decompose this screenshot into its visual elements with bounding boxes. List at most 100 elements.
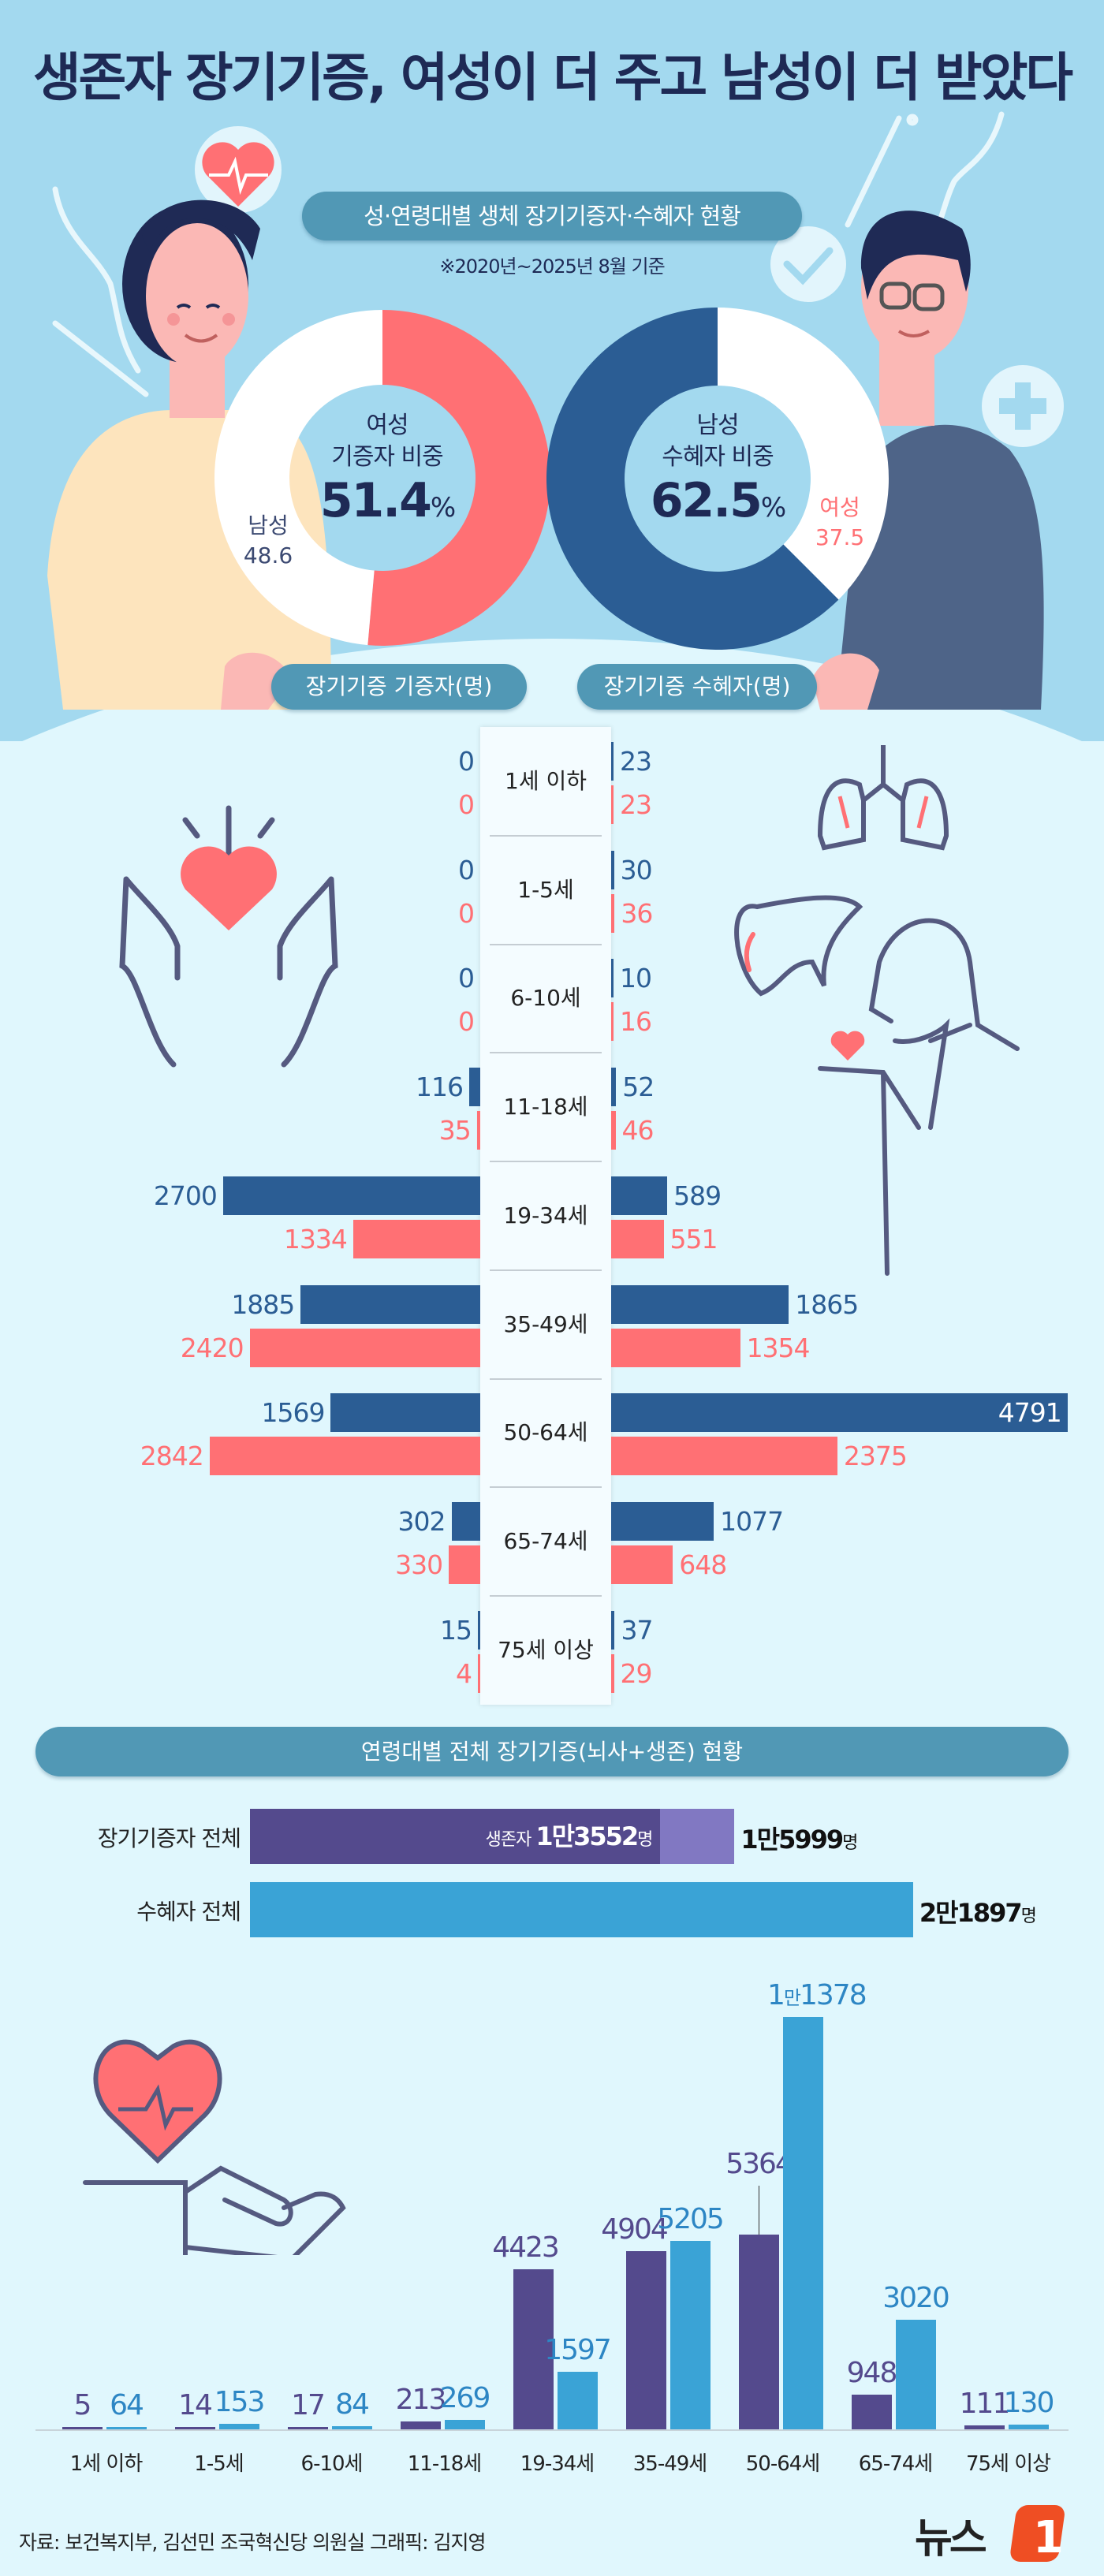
age-column: 1세 이하 1-5세 6-10세 11-18세 19-34세 35-49세 50-64세 65… [480, 727, 611, 1705]
age-axis-label: 6-10세 [300, 2452, 364, 2476]
total-value: 2만1897명 [919, 1893, 1037, 1929]
donor-bar [288, 2427, 328, 2429]
man-illustration [812, 211, 1044, 710]
recipient-male-bar [611, 1610, 615, 1650]
age-axis-label: 65-74세 [858, 2452, 933, 2476]
donut-slice-donor-male [214, 310, 382, 646]
donor-percent: 51.4% [319, 473, 456, 528]
donor-bar [175, 2427, 215, 2429]
donor-value: 213 [395, 2384, 447, 2417]
age-axis-label: 75세 이상 [965, 2452, 1051, 2476]
total-unit: 명 [842, 1833, 858, 1853]
donor-male-value: 15 [440, 1614, 472, 1646]
recipient-male-value: 23 [620, 746, 652, 777]
recipient-male-bar [611, 1176, 668, 1215]
donor-female-value: 4 [456, 1657, 472, 1689]
age-axis-label: 1세 이하 [69, 2452, 144, 2476]
recipient-male-value: 37 [621, 1614, 653, 1646]
recipient-header-pill: 장기기증 수혜자(명) [577, 664, 817, 710]
recipient-female-value: 648 [679, 1549, 727, 1580]
organ-donation-icon [734, 895, 1020, 1276]
lungs-icon [817, 745, 949, 851]
age-label: 6-10세 [490, 944, 602, 1054]
donor-male-bar [451, 1501, 480, 1541]
donor-female-bar [352, 1219, 480, 1258]
recipient-male-value: 30 [620, 854, 653, 885]
recipient-bar [896, 2320, 936, 2429]
recipient-male-value: 52 [622, 1072, 655, 1103]
baseline [35, 2429, 1069, 2431]
recipient-bar [332, 2426, 372, 2429]
page-title: 생존자 장기기증, 여성이 더 주고 남성이 더 받았다 [32, 47, 1073, 108]
age-axis-label: 35-49세 [632, 2452, 707, 2476]
donor-bar [513, 2268, 554, 2429]
recipient-bar [445, 2419, 485, 2429]
pyramid-illustrations [119, 745, 1020, 1276]
donor-bar [401, 2421, 441, 2429]
recipient-male-bar [611, 1393, 1068, 1433]
recipient-male-bar [611, 742, 614, 781]
donut-charts [214, 308, 889, 650]
donor-male-value: 0 [458, 746, 475, 777]
recipient-percent: 62.5% [650, 473, 786, 528]
recipient-male-value: 1865 [795, 1288, 859, 1320]
donor-value: 17 [291, 2389, 326, 2421]
recipient-female-value: 36 [621, 897, 653, 929]
donor-male-value: 2700 [153, 1180, 218, 1211]
donor-female-value: 1334 [283, 1223, 348, 1254]
donut-slice-recipient-male [546, 308, 839, 650]
age-axis-label: 19-34세 [520, 2452, 595, 2476]
recipient-female-bar [611, 1328, 740, 1367]
age-axis-label: 1-5세 [194, 2452, 244, 2476]
recipient-female-share: 여성 37.5 [815, 494, 865, 550]
donor-female-value: 0 [458, 1006, 475, 1038]
donor-male-value: 0 [458, 963, 475, 994]
donor-value: 111 [959, 2387, 1011, 2420]
recipient-value: 1만1378 [767, 1979, 867, 2011]
recipient-bar [783, 2016, 823, 2429]
recipient-value: 130 [1003, 2387, 1055, 2420]
recipient-female-value: 1354 [746, 1332, 811, 1363]
donor-center-label-1: 여성 [366, 412, 408, 439]
recipient-male-bar [611, 1068, 617, 1107]
age-axis-label: 50-64세 [745, 2452, 820, 2476]
recipient-bar [219, 2423, 259, 2429]
recipient-female-value: 46 [621, 1115, 655, 1146]
recipient-female-value: 23 [620, 789, 652, 820]
recipient-value: 3020 [882, 2282, 950, 2315]
donor-female-bar [249, 1328, 480, 1367]
donor-value: 4423 [492, 2231, 560, 2264]
donor-male-value: 302 [397, 1505, 446, 1537]
age-label: 1-5세 [490, 836, 602, 945]
recipient-male-value: 4791 [998, 1397, 1062, 1429]
donor-bar [62, 2427, 103, 2429]
living-unit: 명 [637, 1830, 653, 1850]
news1-logo: 뉴스 1 [915, 2505, 1065, 2563]
age-label: 65-74세 [490, 1487, 602, 1597]
check-icon [770, 226, 846, 302]
donor-female-bar [478, 1653, 480, 1693]
recipient-female-bar [611, 893, 615, 933]
donor-male-value: 1885 [231, 1288, 295, 1320]
value-unit: 만 [783, 1986, 801, 2009]
donut-slice-donor-female [367, 310, 550, 646]
donor-female-bar [449, 1545, 480, 1584]
total-number: 2만1897 [919, 1898, 1023, 1928]
recipient-male-value: 1077 [720, 1505, 784, 1537]
living-value: 1만3552 [535, 1821, 639, 1851]
donor-female-bar [209, 1437, 480, 1476]
donor-male-value: 1569 [261, 1397, 325, 1429]
donor-male-value: 0 [458, 854, 475, 885]
age-label: 19-34세 [490, 1161, 602, 1271]
donor-male-value: 116 [416, 1072, 464, 1103]
recipient-female-bar [611, 1002, 614, 1042]
age-label: 1세 이하 [490, 727, 602, 837]
heart-icon [181, 846, 277, 930]
recipient-male-bar [611, 1501, 714, 1541]
donor-value: 5 [73, 2389, 92, 2421]
recipient-female-bar [611, 1545, 673, 1584]
living-prefix: 생존자 [485, 1830, 536, 1850]
recipient-bar [670, 2240, 711, 2429]
donut-slice-recipient-female [718, 308, 889, 600]
total-number: 1만5999 [740, 1825, 844, 1855]
